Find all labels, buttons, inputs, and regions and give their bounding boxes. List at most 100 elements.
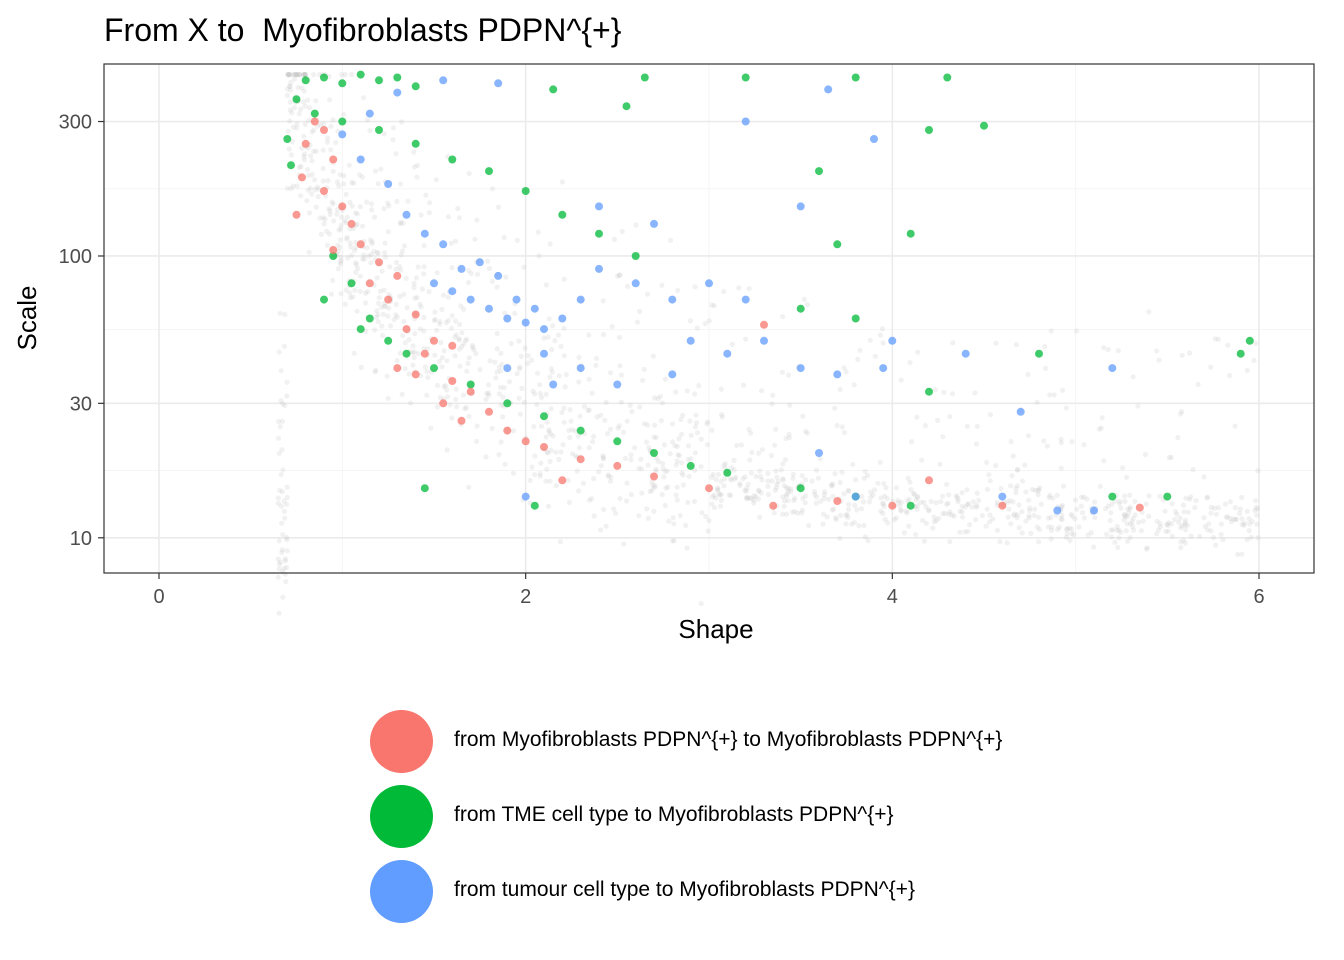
background-point bbox=[385, 395, 391, 401]
background-point bbox=[1105, 346, 1111, 353]
background-point bbox=[284, 393, 290, 399]
background-point bbox=[544, 466, 550, 472]
background-point bbox=[617, 363, 623, 369]
background-point bbox=[1051, 392, 1057, 398]
background-point bbox=[705, 419, 711, 425]
background-point bbox=[775, 478, 782, 485]
background-point bbox=[293, 72, 299, 78]
background-point bbox=[432, 352, 438, 358]
background-point bbox=[1125, 538, 1131, 544]
background-point bbox=[780, 494, 786, 500]
background-point bbox=[851, 382, 857, 388]
background-point bbox=[926, 508, 932, 514]
background-point bbox=[759, 447, 766, 453]
background-point bbox=[1202, 523, 1208, 530]
data-point bbox=[521, 318, 530, 327]
data-point bbox=[430, 279, 438, 288]
background-point bbox=[278, 503, 285, 509]
background-point bbox=[791, 497, 797, 503]
background-point bbox=[437, 319, 443, 325]
data-point bbox=[420, 229, 429, 238]
background-point bbox=[464, 368, 470, 374]
background-point bbox=[288, 152, 294, 158]
background-point bbox=[670, 515, 676, 521]
background-point bbox=[940, 510, 946, 517]
data-point bbox=[769, 501, 778, 510]
background-point bbox=[543, 282, 549, 288]
background-point bbox=[289, 72, 295, 78]
data-point bbox=[833, 497, 842, 506]
background-point bbox=[706, 518, 712, 524]
background-point bbox=[484, 258, 491, 264]
background-point bbox=[933, 517, 939, 524]
background-point bbox=[561, 276, 567, 282]
background-point bbox=[957, 529, 963, 535]
background-point bbox=[893, 485, 900, 491]
background-point bbox=[616, 334, 623, 341]
background-point bbox=[1060, 483, 1067, 489]
background-point bbox=[940, 434, 946, 440]
data-point bbox=[310, 117, 319, 126]
background-point bbox=[1130, 515, 1136, 521]
background-point bbox=[605, 473, 611, 479]
background-point bbox=[955, 496, 961, 502]
background-point bbox=[1115, 544, 1121, 551]
background-point bbox=[318, 231, 324, 237]
background-point bbox=[397, 221, 403, 227]
background-point bbox=[1255, 535, 1261, 541]
background-point bbox=[335, 242, 341, 248]
background-point bbox=[993, 463, 999, 469]
background-point bbox=[276, 450, 282, 456]
data-point bbox=[540, 443, 548, 451]
background-point bbox=[826, 496, 832, 502]
background-point bbox=[1067, 525, 1073, 531]
background-point bbox=[1178, 539, 1184, 545]
background-point bbox=[534, 402, 540, 408]
background-point bbox=[350, 294, 356, 300]
background-point bbox=[1014, 515, 1020, 521]
background-point bbox=[687, 318, 694, 324]
background-point bbox=[291, 72, 297, 78]
background-point bbox=[733, 474, 739, 480]
background-point bbox=[746, 286, 752, 292]
data-point bbox=[475, 258, 484, 267]
background-point bbox=[1019, 478, 1026, 484]
background-point bbox=[1013, 490, 1019, 496]
data-point bbox=[521, 187, 530, 195]
background-point bbox=[466, 267, 472, 274]
background-point bbox=[589, 496, 595, 502]
background-point bbox=[1019, 509, 1025, 515]
background-point bbox=[676, 436, 682, 442]
background-point bbox=[784, 491, 790, 497]
background-point bbox=[619, 228, 625, 235]
data-point bbox=[384, 295, 393, 304]
data-point bbox=[521, 492, 530, 501]
background-point bbox=[757, 514, 763, 520]
background-point bbox=[489, 425, 495, 432]
background-point bbox=[745, 495, 751, 502]
background-point bbox=[928, 498, 934, 505]
background-point bbox=[465, 279, 472, 286]
background-point bbox=[1162, 508, 1168, 514]
background-point bbox=[672, 443, 678, 449]
data-point bbox=[393, 88, 402, 97]
background-point bbox=[354, 308, 360, 314]
data-point bbox=[613, 437, 622, 446]
background-point bbox=[667, 451, 673, 457]
background-point bbox=[694, 325, 700, 331]
background-point bbox=[384, 373, 390, 379]
background-point bbox=[965, 501, 971, 507]
background-point bbox=[1059, 517, 1065, 523]
background-point bbox=[1236, 510, 1243, 516]
background-point bbox=[394, 357, 400, 364]
background-point bbox=[644, 439, 650, 445]
background-point bbox=[965, 501, 971, 507]
background-point bbox=[692, 450, 698, 456]
background-point bbox=[1247, 521, 1253, 527]
background-point bbox=[282, 558, 289, 564]
background-point bbox=[498, 402, 504, 408]
background-point bbox=[1112, 539, 1118, 545]
background-point bbox=[283, 564, 290, 571]
background-point bbox=[1140, 518, 1146, 524]
background-point bbox=[398, 219, 404, 226]
